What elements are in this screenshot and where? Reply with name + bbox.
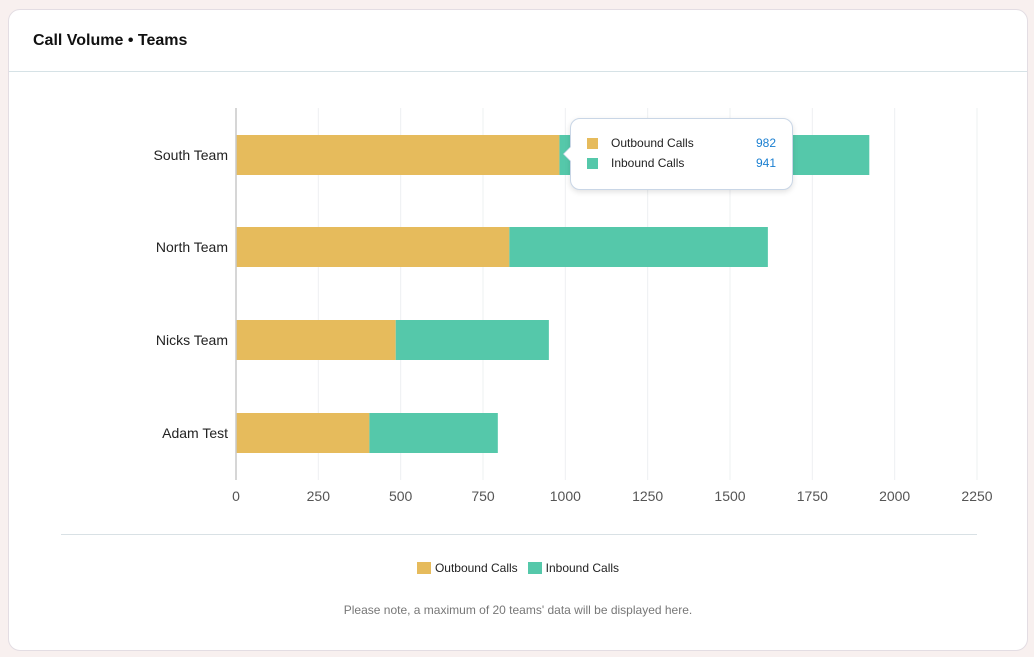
bar-north-team-outbound[interactable] bbox=[236, 227, 510, 267]
bar-south-team-outbound[interactable] bbox=[236, 135, 560, 175]
tooltip-inbound-swatch bbox=[587, 157, 598, 169]
legend-outbound-swatch bbox=[416, 562, 431, 574]
call-volume-card: Call Volume • Teams 0 250 500 750 1000 1250 15… bbox=[8, 9, 1028, 651]
y-category-label-south-team: South Team bbox=[154, 147, 228, 163]
chart-legend: Outbound Calls Inbound Calls bbox=[9, 561, 1027, 575]
bar-north-team-inbound[interactable] bbox=[509, 227, 768, 267]
tooltip-inbound-value: 941 bbox=[755, 156, 776, 170]
x-tick-label-500: 500 bbox=[389, 488, 413, 504]
tooltip-outbound-label: Outbound Calls bbox=[611, 136, 694, 150]
bar-nicks-team-outbound[interactable] bbox=[236, 320, 396, 360]
legend-outbound-label: Outbound Calls bbox=[434, 561, 518, 575]
card-header: Call Volume • Teams bbox=[9, 10, 1027, 72]
legend-inbound-label: Inbound Calls bbox=[545, 561, 620, 575]
legend-item-outbound[interactable]: Outbound Calls bbox=[416, 561, 518, 575]
bar-nicks-team-inbound[interactable] bbox=[395, 320, 549, 360]
card-title: Call Volume • Teams bbox=[33, 31, 188, 49]
tooltip-inbound-label: Inbound Calls bbox=[611, 156, 685, 170]
tooltip-row-outbound: Outbound Calls 982 bbox=[587, 133, 776, 153]
x-tick-label-750: 750 bbox=[471, 488, 495, 504]
x-tick-label-250: 250 bbox=[307, 488, 331, 504]
call-volume-chart: 0 250 500 750 1000 1250 1500 1750 2000 2250 South … bbox=[154, 108, 993, 504]
x-tick-label-0: 0 bbox=[232, 488, 240, 504]
y-category-label-adam-test: Adam Test bbox=[162, 425, 228, 441]
y-category-label-nicks-team: Nicks Team bbox=[156, 332, 228, 348]
x-tick-label-1500: 1500 bbox=[714, 488, 745, 504]
tooltip-outbound-value: 982 bbox=[755, 136, 776, 150]
y-category-label-north-team: North Team bbox=[156, 239, 228, 255]
legend-inbound-swatch bbox=[527, 562, 542, 574]
tooltip-row-inbound: Inbound Calls 941 bbox=[587, 153, 776, 173]
tooltip-outbound-swatch bbox=[587, 137, 598, 149]
x-tick-label-2250: 2250 bbox=[961, 488, 992, 504]
x-tick-label-1000: 1000 bbox=[550, 488, 581, 504]
chart-separator bbox=[61, 534, 977, 535]
x-tick-label-1750: 1750 bbox=[797, 488, 828, 504]
tooltip-arrow bbox=[563, 146, 571, 162]
chart-tooltip: Outbound Calls 982 Inbound Calls 941 bbox=[563, 118, 793, 190]
x-tick-label-1250: 1250 bbox=[632, 488, 663, 504]
display-limit-note: Please note, a maximum of 20 teams' data… bbox=[343, 603, 693, 617]
legend-item-inbound[interactable]: Inbound Calls bbox=[527, 561, 620, 575]
x-tick-label-2000: 2000 bbox=[879, 488, 910, 504]
bar-adam-test-inbound[interactable] bbox=[369, 413, 498, 453]
bar-adam-test-outbound[interactable] bbox=[236, 413, 370, 453]
